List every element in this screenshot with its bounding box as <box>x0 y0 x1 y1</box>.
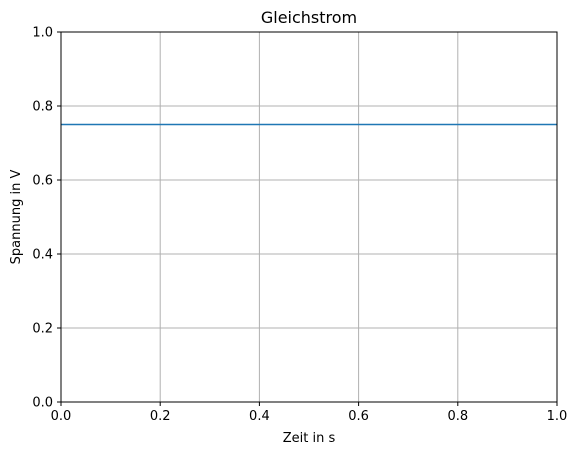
x-tick-label: 0.2 <box>150 409 171 424</box>
y-tick-label: 0.0 <box>32 396 53 411</box>
y-tick-label: 0.4 <box>32 248 53 263</box>
x-tick-label: 0.8 <box>447 409 468 424</box>
x-tick-label: 0.4 <box>249 409 270 424</box>
y-tick-label: 0.6 <box>32 174 53 189</box>
y-tick-label: 0.8 <box>32 100 53 115</box>
plot-frame <box>60 31 558 403</box>
y-tick-label: 1.0 <box>32 26 53 41</box>
x-axis-ticks: 0.0 0.2 0.4 0.6 0.8 1.0 <box>51 402 568 424</box>
y-tick-label: 0.2 <box>32 322 53 337</box>
x-tick-label: 1.0 <box>547 409 568 424</box>
chart-title: Gleichstrom <box>261 8 357 27</box>
x-tick-label: 0.0 <box>51 409 72 424</box>
grid-lines <box>60 31 558 403</box>
x-axis-label: Zeit in s <box>283 431 336 446</box>
x-tick-label: 0.6 <box>348 409 369 424</box>
y-axis-ticks: 0.0 0.2 0.4 0.6 0.8 1.0 <box>32 26 61 411</box>
y-axis-label: Spannung in V <box>9 170 24 265</box>
